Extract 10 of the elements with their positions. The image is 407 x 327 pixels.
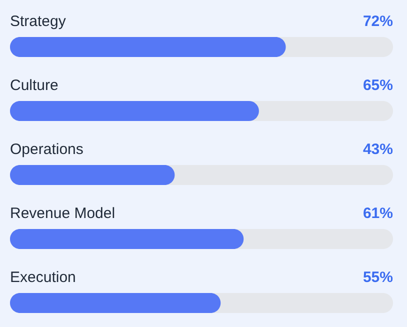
y-tick-label: Revenue Model: [10, 205, 116, 222]
data-label: 55%: [362, 269, 393, 286]
y-tick-label: Strategy: [10, 13, 66, 30]
data-label: 65%: [362, 77, 393, 94]
y-tick-label: Culture: [10, 77, 58, 94]
y-tick-label: Execution: [10, 269, 76, 286]
data-label: 61%: [362, 205, 393, 222]
data-label: 72%: [362, 13, 393, 30]
y-tick-label: Operations: [10, 141, 84, 158]
data-label: 43%: [362, 141, 393, 158]
